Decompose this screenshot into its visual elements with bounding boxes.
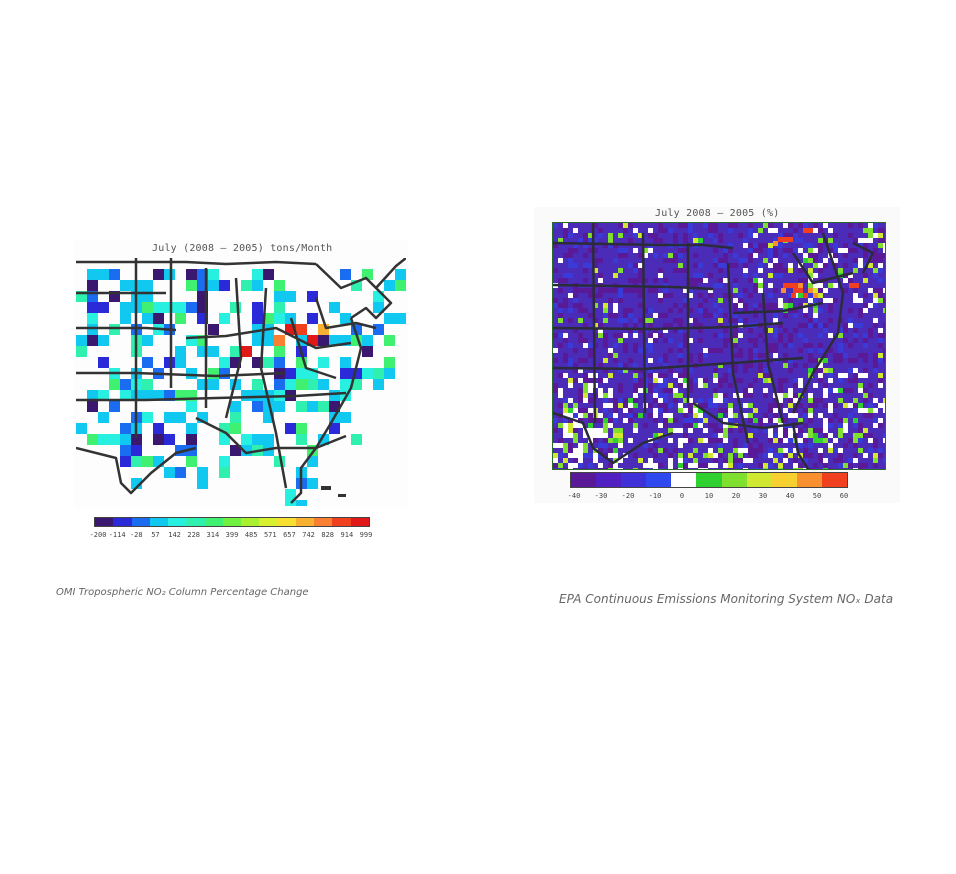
epa-colorbar [570, 472, 848, 488]
epa-colorbar-tick-label: 60 [839, 492, 849, 500]
epa-colorbar-tick-label: 10 [704, 492, 714, 500]
omi-state-boundaries [76, 258, 406, 504]
epa-colorbar-segment [696, 473, 722, 487]
omi-colorbar-segment [222, 518, 242, 526]
omi-colorbar-segment [186, 518, 205, 526]
omi-colorbar-tick-label: 228 [187, 531, 201, 539]
epa-colorbar-segment [796, 473, 822, 487]
epa-colorbar-segment [596, 473, 622, 487]
omi-colorbar-tick-label: 485 [244, 531, 258, 539]
epa-map-area [552, 222, 886, 470]
epa-colorbar-tick-label: -30 [594, 492, 608, 500]
omi-colorbar-tick-label: -114 [108, 531, 126, 539]
omi-colorbar-segment [204, 518, 223, 526]
epa-colorbar-tick-label: 30 [758, 492, 768, 500]
omi-map-area [76, 258, 406, 506]
epa-pixel-map [553, 223, 885, 469]
omi-colorbar-tick-label: 142 [168, 531, 181, 539]
epa-map-figure: July 2008 – 2005 (%) [534, 207, 900, 503]
omi-colorbar-segment [168, 518, 187, 526]
omi-colorbar-ticks: -200 -114 -28 57 142 228 314 399 485 571 657 742 828… [90, 531, 373, 541]
omi-grid-map [76, 258, 406, 506]
epa-colorbar-tick-label: 50 [812, 492, 822, 500]
omi-colorbar-segment [259, 518, 278, 526]
epa-colorbar-segment [646, 473, 672, 487]
omi-colorbar-tick-label: 314 [206, 531, 220, 539]
omi-colorbar-tick-label: 999 [359, 531, 373, 539]
omi-colorbar-tick-label: 657 [283, 531, 296, 539]
epa-map-title: July 2008 – 2005 (%) [655, 208, 780, 219]
epa-colorbar-segment [671, 473, 697, 487]
epa-colorbar-segment [746, 473, 772, 487]
epa-caption: EPA Continuous Emissions Monitoring Syst… [559, 592, 894, 606]
omi-colorbar-segment [277, 518, 296, 526]
omi-colorbar [94, 517, 370, 527]
omi-grid-cells [76, 269, 406, 506]
epa-colorbar-ticks: -40 -30 -20 -10 0 10 20 30 40 50 60 [567, 492, 849, 502]
epa-colorbar-segment [771, 473, 797, 487]
epa-colorbar-tick-label: -20 [621, 492, 635, 500]
epa-colorbar-tick-label: 40 [785, 492, 795, 500]
omi-colorbar-segment [295, 518, 315, 526]
omi-colorbar-tick-label: 399 [225, 531, 239, 539]
omi-colorbar-tick-label: 828 [321, 531, 335, 539]
epa-colorbar-tick-label: 0 [679, 492, 685, 500]
omi-colorbar-segment [314, 518, 333, 526]
omi-map-figure: July (2008 – 2005) tons/Month [74, 240, 408, 508]
omi-caption: OMI Tropospheric NO₂ Column Percentage C… [56, 587, 309, 598]
omi-islands [321, 486, 346, 497]
omi-colorbar-tick-label: 57 [151, 531, 160, 539]
omi-colorbar-tick-label: -200 [89, 531, 107, 539]
omi-colorbar-segment [241, 518, 260, 526]
epa-state-boundaries [553, 223, 875, 469]
omi-colorbar-segment [350, 518, 369, 526]
omi-colorbar-segment [113, 518, 132, 526]
epa-pixels [553, 223, 885, 469]
omi-colorbar-segment [95, 518, 114, 526]
epa-colorbar-segment [571, 473, 597, 487]
omi-map-title: July (2008 – 2005) tons/Month [152, 243, 333, 254]
omi-colorbar-segment [149, 518, 169, 526]
omi-colorbar-segment [332, 518, 351, 526]
epa-colorbar-segment [621, 473, 647, 487]
epa-colorbar-tick-label: -10 [648, 492, 662, 500]
epa-colorbar-segment [721, 473, 747, 487]
omi-colorbar-tick-label: 571 [263, 531, 277, 539]
epa-colorbar-tick-label: -40 [567, 492, 581, 500]
omi-colorbar-tick-label: -28 [129, 531, 143, 539]
omi-colorbar-tick-label: 742 [302, 531, 315, 539]
epa-colorbar-tick-label: 20 [731, 492, 741, 500]
omi-colorbar-segment [131, 518, 150, 526]
epa-colorbar-segment [821, 473, 848, 487]
omi-colorbar-tick-label: 914 [340, 531, 354, 539]
